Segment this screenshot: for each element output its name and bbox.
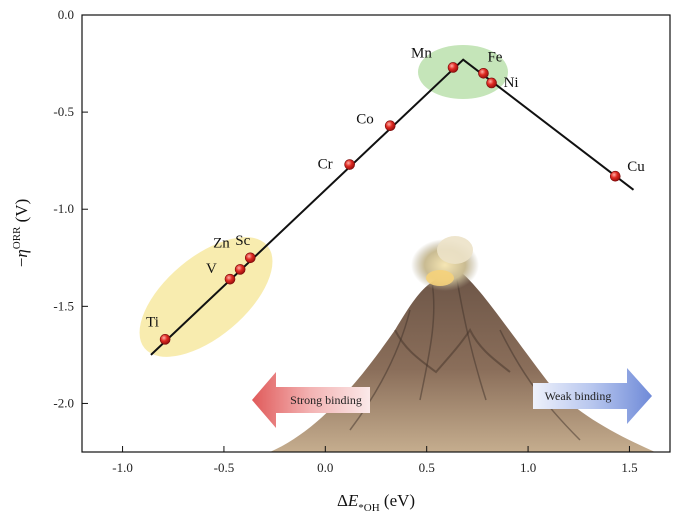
data-point-ni <box>486 77 497 89</box>
point-label-sc: Sc <box>235 233 250 249</box>
point-label-cu: Cu <box>627 159 645 175</box>
y-tick-label: -0.5 <box>53 104 74 119</box>
data-point-zn <box>234 264 246 275</box>
volcano-illustration <box>270 236 655 452</box>
x-tick-label: 0.5 <box>419 460 435 475</box>
strong-binding-arrow: Strong binding <box>252 372 370 428</box>
data-point-v <box>224 273 236 285</box>
point-label-ni: Ni <box>504 75 519 91</box>
data-point-sc <box>244 252 256 264</box>
point-label-mn: Mn <box>411 45 432 61</box>
y-axis: 0.0 -0.5 -1.0 -1.5 -2.0 <box>53 7 88 410</box>
optimal-region <box>418 45 508 99</box>
x-axis-title: ΔE*OH (eV) <box>337 491 415 514</box>
data-point-co <box>384 120 396 132</box>
x-tick-label: 1.5 <box>621 460 637 475</box>
y-tick-label: -2.0 <box>53 395 74 410</box>
y-tick-label: 0.0 <box>58 7 74 22</box>
x-axis: -1.0 -0.5 0.0 0.5 1.0 1.5 <box>112 446 638 475</box>
point-label-ti: Ti <box>146 314 159 330</box>
x-tick-label: -1.0 <box>112 460 133 475</box>
data-point-mn <box>447 62 459 73</box>
point-label-zn: Zn <box>213 235 230 251</box>
y-tick-label: -1.0 <box>53 201 74 216</box>
point-label-v: V <box>206 261 217 277</box>
x-tick-label: 1.0 <box>520 460 536 475</box>
point-label-co: Co <box>356 112 374 128</box>
y-tick-label: -1.5 <box>53 298 74 313</box>
data-point-fe <box>478 67 489 79</box>
weak-binding-label: Weak binding <box>545 389 612 403</box>
point-label-cr: Cr <box>318 157 333 173</box>
x-tick-label: 0.0 <box>317 460 333 475</box>
strong-binding-region <box>139 237 273 357</box>
plot-frame <box>81 14 671 453</box>
data-point-cu <box>609 170 621 182</box>
x-tick-label: -0.5 <box>214 460 235 475</box>
weak-binding-arrow: Weak binding <box>533 368 652 424</box>
strong-binding-label: Strong binding <box>290 393 362 407</box>
data-point-ti <box>159 334 171 345</box>
point-label-fe: Fe <box>487 49 502 65</box>
data-point-cr <box>344 159 355 170</box>
y-axis-title: −ηORR (V) <box>11 199 31 268</box>
